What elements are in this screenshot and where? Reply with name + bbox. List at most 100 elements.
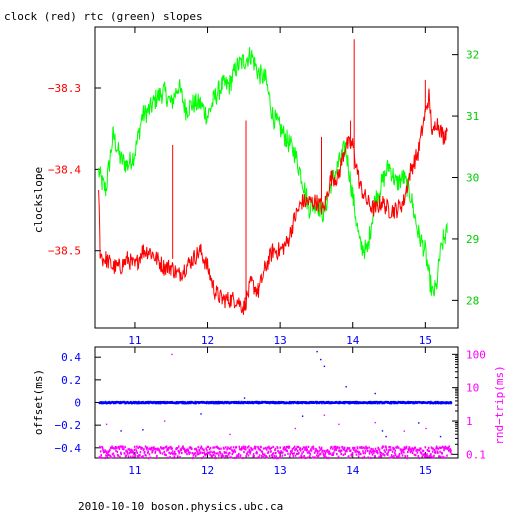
rnd-trip-points-point [265,448,268,451]
rnd-trip-points-point [136,445,138,448]
rnd-trip-points-point [265,446,267,450]
rnd-trip-points-point [166,447,169,450]
rnd-trip-points-point [312,456,314,459]
rnd-trip-points-point [365,445,367,448]
top-y-tick-label: −38.5 [48,245,81,258]
rnd-trip-points-point [223,447,225,450]
bottom-x-tick-label: 11 [128,464,141,477]
rnd-trip-points-point [397,455,400,458]
rnd-trip-points-point [150,446,153,449]
rnd-trip-points-point [402,448,405,451]
rnd-trip-points-point [143,448,145,451]
rnd-trip-points-point [319,452,322,455]
offset-points-point [214,402,217,405]
rnd-trip-points-point [266,456,268,459]
rnd-trip-points-point [407,448,410,452]
rnd-trip-points-point [314,450,317,453]
rnd-trip-points-point [294,454,297,457]
rnd-trip-points-point [198,449,201,452]
top-x-tick-label: 11 [128,334,141,347]
top-y2-tick-label: 31 [466,110,479,123]
rnd-trip-points-point [212,453,215,456]
rnd-trip-points-point [214,457,217,460]
rnd-trip-points-point [132,455,134,458]
rnd-trip-points-point [409,451,412,454]
rnd-trip-points-point [238,445,241,448]
rnd-trip-points-point [378,455,380,458]
rnd-trip-points-point [287,445,290,448]
rnd-trip-points-point [268,454,271,457]
rnd-trip-points-point [133,448,136,451]
rnd-trip-points-point [262,456,264,459]
rnd-trip-points-point [255,445,257,448]
rnd-trip-points-point [421,449,424,452]
rnd-trip-points-point [411,451,414,454]
top-chart-title: clock (red) rtc (green) slopes [4,10,203,23]
rnd-trip-points-point [363,447,366,450]
rnd-trip-points-point [430,453,432,456]
bottom-y2-tick-label: 10 [466,382,479,395]
rnd-trip-points-point [234,450,237,453]
rnd-trip-points-point [197,452,200,456]
offset-points-point [133,402,136,405]
rnd-trip-points-point [296,449,299,452]
rnd-trip-points-point [309,453,312,456]
top-y2-tick-label: 29 [466,233,479,246]
rnd-trip-points-point [274,447,277,450]
rnd-trip-points-point [182,445,184,448]
rnd-trip-points-point [211,454,214,458]
offset-points-point [316,402,318,405]
top-y2-tick-label: 30 [466,172,479,185]
rnd-trip-outlier [425,427,427,430]
top-y2-tick-label: 32 [466,49,479,62]
rnd-trip-points-point [243,451,245,454]
rnd-trip-points-point [358,452,360,455]
rnd-trip-points-point [327,456,330,459]
rnd-trip-points-point [147,450,149,453]
rnd-trip-points-point [129,449,131,452]
rnd-trip-points-point [146,448,148,451]
rnd-trip-points-point [141,446,143,450]
rnd-trip-points-point [263,453,266,456]
rnd-trip-points-point [380,454,383,457]
rnd-trip-points-point [292,447,295,450]
rnd-trip-points-point [246,452,248,455]
rnd-trip-points-point [106,455,109,458]
rnd-trip-points-point [270,446,273,449]
rnd-trip-points-point [305,447,307,450]
rnd-trip-points-point [245,455,247,458]
rnd-trip-points-point [232,446,235,449]
rnd-trip-points-point [99,450,102,453]
rnd-trip-points-point [105,454,107,457]
rnd-trip-points-point [401,448,403,452]
rnd-trip-points-point [440,455,442,458]
rnd-trip-points-point [388,456,391,459]
rnd-trip-points-point [122,445,124,448]
rnd-trip-points-point [185,450,187,453]
rnd-trip-points-point [395,446,397,449]
rnd-trip-points-point [194,452,197,455]
rnd-trip-points-point [225,451,227,454]
rnd-trip-points-point [333,445,335,449]
rnd-trip-points-point [168,451,170,454]
rnd-trip-points-point [282,451,284,454]
rnd-trip-points-point [368,446,370,449]
rnd-trip-points-point [337,456,339,459]
rnd-trip-points-point [255,450,258,453]
rnd-trip-points-point [400,452,403,455]
rnd-trip-points-point [199,447,202,450]
rnd-trip-points-point [121,445,123,448]
rnd-trip-points-point [187,449,190,452]
rnd-trip-points-point [441,445,444,448]
rnd-trip-points-point [127,448,129,451]
rnd-trip-points-point [165,445,168,448]
rnd-trip-points-point [238,452,240,455]
rnd-trip-points-point [139,451,142,454]
rnd-trip-points-point [361,456,364,459]
rnd-trip-points-point [99,456,102,459]
rnd-trip-points-point [421,455,423,458]
bottom-x-tick-label: 12 [201,464,214,477]
rnd-trip-points-point [407,450,409,454]
rnd-trip-points-point [414,446,416,449]
rnd-trip-points-point [412,447,414,450]
